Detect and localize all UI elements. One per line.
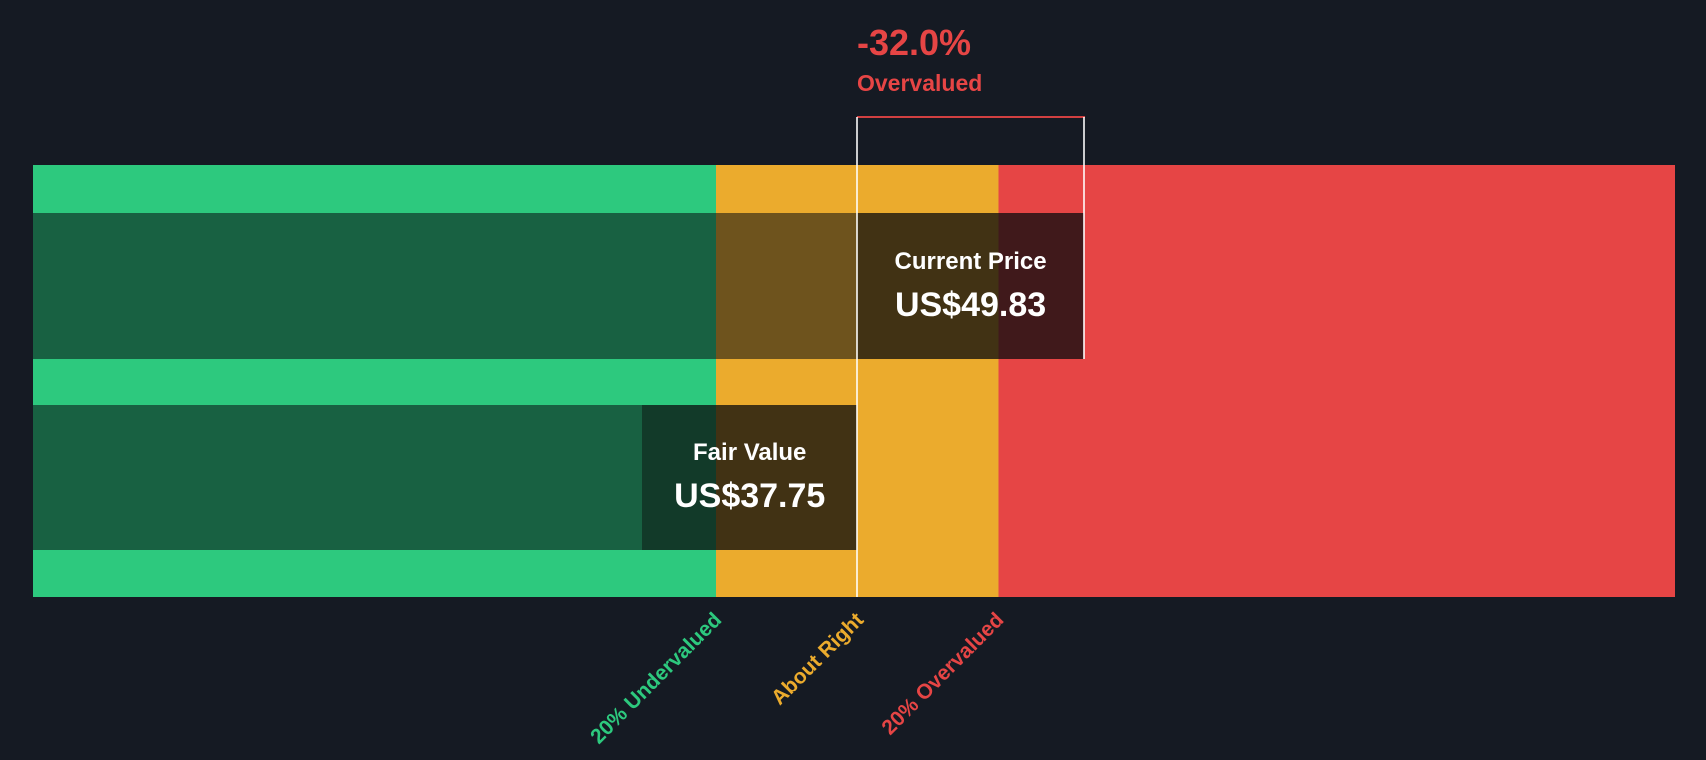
- delta-percent: -32.0%: [857, 22, 972, 63]
- current-price-shade: [33, 213, 1084, 359]
- fair-value-shade: [33, 405, 858, 550]
- axis-label-overvalued-text: 20% Overvalued: [877, 608, 1009, 740]
- fair-value-box: Fair Value US$37.75: [642, 405, 858, 550]
- delta-label: Overvalued: [857, 70, 983, 96]
- overvalued-bracket-line: [857, 116, 1085, 118]
- valuation-bar: Current Price US$49.83 Fair Value US$37.…: [33, 165, 1675, 597]
- fair-value-value: US$37.75: [674, 477, 826, 515]
- axis-label-undervalued-text: 20% Undervalued: [586, 608, 727, 749]
- fair-value-line: [856, 117, 858, 597]
- axis-label-about-right-text: About Right: [766, 608, 869, 710]
- current-price-box: Current Price US$49.83: [857, 213, 1084, 359]
- current-price-title: Current Price: [894, 247, 1047, 275]
- current-price-value: US$49.83: [894, 285, 1047, 324]
- current-price-line: [1083, 117, 1085, 359]
- fair-value-title: Fair Value: [693, 439, 807, 466]
